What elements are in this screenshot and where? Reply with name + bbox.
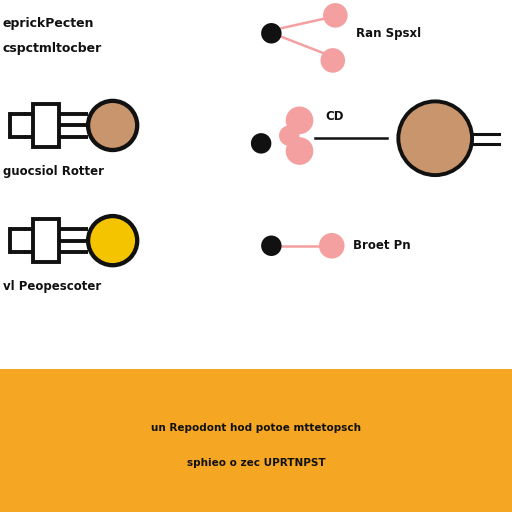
Text: guocsiol Rotter: guocsiol Rotter	[3, 165, 103, 178]
Circle shape	[279, 125, 300, 146]
Circle shape	[286, 106, 313, 134]
Circle shape	[321, 48, 345, 73]
Text: cspctmltocber: cspctmltocber	[3, 42, 102, 55]
FancyBboxPatch shape	[33, 103, 59, 147]
Circle shape	[398, 101, 472, 175]
Circle shape	[88, 101, 137, 150]
Text: Broet Pn: Broet Pn	[353, 239, 411, 252]
FancyBboxPatch shape	[0, 369, 512, 512]
Circle shape	[323, 3, 348, 28]
Text: un Repodont hod potoe mttetopsch: un Repodont hod potoe mttetopsch	[151, 422, 361, 433]
Text: Ran Spsxl: Ran Spsxl	[356, 27, 421, 40]
Circle shape	[319, 233, 345, 259]
Circle shape	[261, 236, 282, 256]
Text: eprickPecten: eprickPecten	[3, 16, 94, 30]
Circle shape	[261, 23, 282, 44]
Circle shape	[251, 133, 271, 154]
Text: CD: CD	[325, 110, 344, 123]
Text: sphieo o zec UPRTNPST: sphieo o zec UPRTNPST	[187, 458, 325, 468]
FancyBboxPatch shape	[33, 219, 59, 262]
Text: vl Peopescoter: vl Peopescoter	[3, 280, 101, 293]
Circle shape	[88, 216, 137, 265]
Circle shape	[286, 137, 313, 165]
